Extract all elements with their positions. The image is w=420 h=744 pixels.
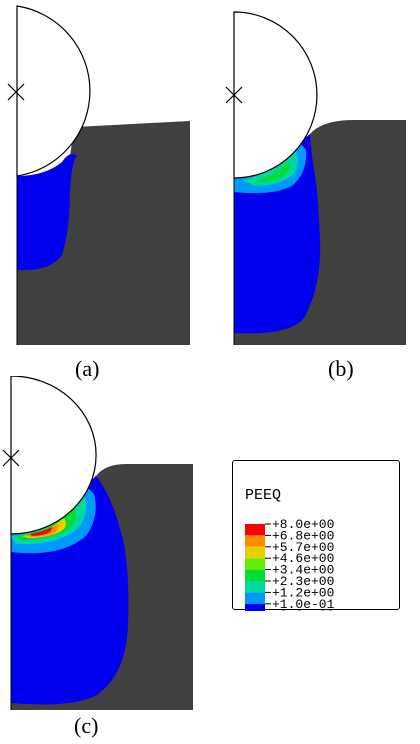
- legend-swatch: [245, 558, 265, 570]
- legend-label: +1.0e-01: [272, 597, 335, 611]
- legend-title: PEEQ: [245, 487, 282, 504]
- green-band-b: [254, 162, 290, 182]
- panel-a: [0, 0, 200, 350]
- indenter-c: [10, 376, 97, 535]
- panel-c: [0, 376, 200, 716]
- panel-b: [214, 0, 420, 350]
- legend-swatch: [245, 535, 265, 547]
- legend-label: +2.3e+00: [272, 574, 334, 589]
- caption-a: (a): [75, 356, 100, 381]
- legend-swatch: [245, 592, 265, 604]
- teal-band-c: [11, 490, 87, 545]
- legend-swatch: [245, 569, 265, 581]
- indenter-b: [233, 11, 318, 179]
- legend-swatch: [245, 603, 265, 611]
- legend-swatch: [245, 546, 265, 559]
- indenter-a: [16, 5, 91, 177]
- legend-label: +0.0e+00: [272, 608, 334, 611]
- cross-mark-icon: [2, 449, 20, 467]
- caption-b: (b): [328, 356, 354, 381]
- cross-mark-icon: [7, 83, 25, 101]
- legend-label: +5.7e+00: [272, 540, 334, 555]
- teal-band-b: [242, 148, 298, 186]
- green-band-c: [16, 506, 77, 540]
- legend-label: +6.8e+00: [272, 528, 334, 543]
- cross-mark-icon: [225, 86, 243, 104]
- legend-swatch: [245, 581, 265, 593]
- legend-label: +1.2e+00: [272, 585, 334, 600]
- yellow-band-c: [22, 518, 67, 538]
- legend-label: +3.4e+00: [272, 563, 334, 578]
- legend-label: +8.0e+00: [272, 517, 334, 532]
- legend-swatch: [245, 524, 265, 536]
- plastic-zone-a: [17, 154, 77, 271]
- legend-scale: +8.0e+00+6.8e+00+5.7e+00+4.6e+00+3.4e+00…: [245, 517, 335, 611]
- legend-label: +4.6e+00: [272, 551, 334, 566]
- caption-c: (c): [74, 713, 99, 738]
- legend: PEEQ +8.0e+00 +6.8e+00 +5.7e+00 +4.6e+00 +3.…: [232, 460, 400, 611]
- red-band-c: [30, 527, 52, 536]
